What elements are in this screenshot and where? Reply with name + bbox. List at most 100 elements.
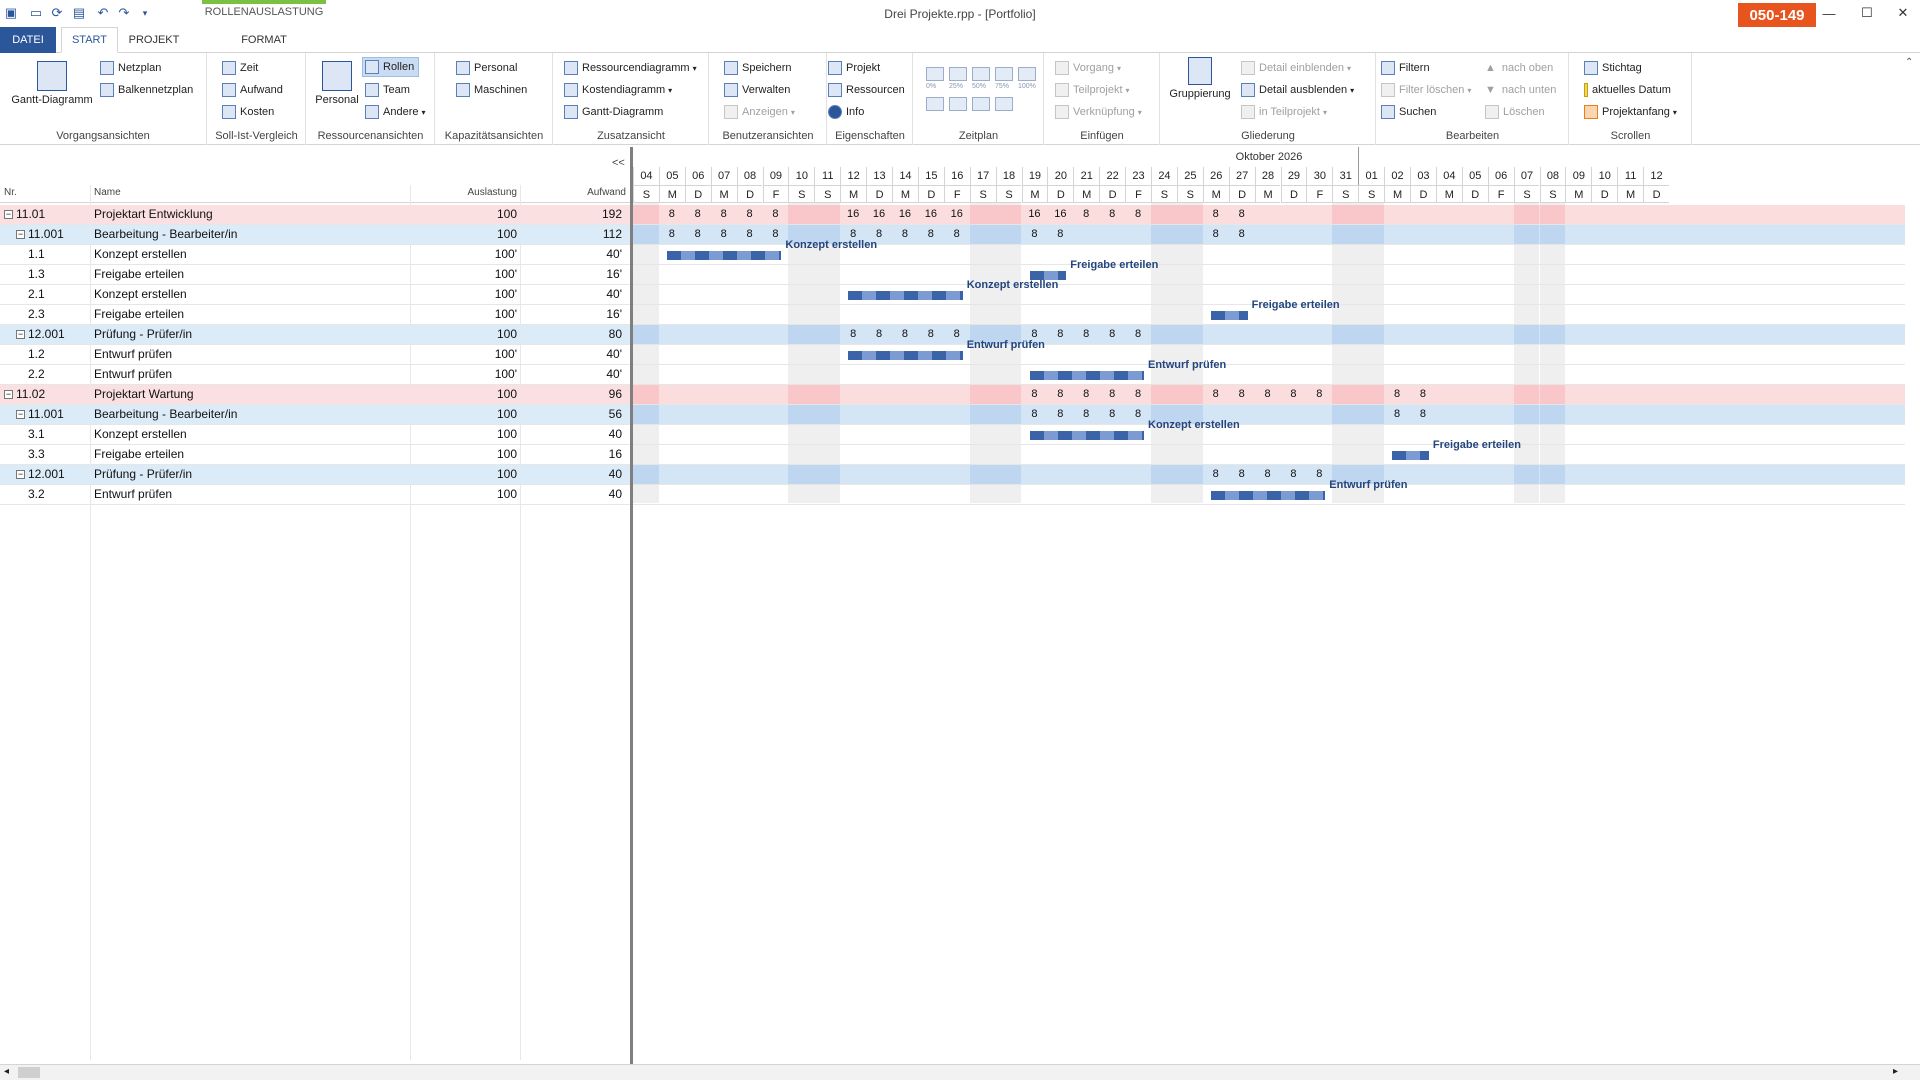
table-row[interactable]: 3.1 Konzept erstellen 100 40 <box>0 425 630 445</box>
projektanfang-button[interactable]: Projektanfang ▾ <box>1584 102 1677 122</box>
collapse-toggle-icon[interactable]: − <box>4 209 13 219</box>
table-row[interactable]: −11.02 Projektart Wartung 100 96 <box>0 385 630 405</box>
in-teilprojekt-button[interactable]: in Teilprojekt ▾ <box>1241 102 1327 122</box>
task-bar[interactable] <box>666 251 782 260</box>
loeschen-button[interactable]: Löschen <box>1485 102 1545 122</box>
tab-datei[interactable]: DATEI <box>0 27 56 53</box>
table-row[interactable]: −11.01 Projektart Entwicklung 100 192 <box>0 205 630 225</box>
task-bar[interactable] <box>1029 431 1144 440</box>
aktuelles-datum-button[interactable]: aktuelles Datum <box>1584 80 1671 100</box>
filtern-button[interactable]: Filtern <box>1381 58 1430 78</box>
scroll-thumb[interactable] <box>18 1067 40 1078</box>
detail-einblenden-button[interactable]: Detail einblenden ▾ <box>1241 58 1351 78</box>
rollen-button[interactable]: Rollen <box>362 57 420 77</box>
progress-100-icon[interactable] <box>1018 67 1036 81</box>
verwalten-button[interactable]: Verwalten <box>724 80 790 100</box>
table-row[interactable]: 3.3 Freigabe erteilen 100 16 <box>0 445 630 465</box>
table-row[interactable]: 3.2 Entwurf prüfen 100 40 <box>0 485 630 505</box>
collapse-grid-button[interactable]: << <box>612 157 625 169</box>
personal-view-button[interactable]: Personal <box>312 61 362 106</box>
minimize-icon[interactable]: — <box>1822 5 1836 21</box>
speichern-button[interactable]: Speichern <box>724 58 792 78</box>
task-bar[interactable] <box>1029 271 1067 280</box>
filter-loeschen-button[interactable]: Filter löschen ▾ <box>1381 80 1471 100</box>
task-bar[interactable] <box>848 351 963 360</box>
table-row[interactable]: 2.1 Konzept erstellen 100' 40' <box>0 285 630 305</box>
aufwand-button[interactable]: Aufwand <box>222 80 283 100</box>
maximize-icon[interactable]: ☐ <box>1861 5 1873 20</box>
netzplan-button[interactable]: Netzplan <box>100 58 161 78</box>
progress-75-icon[interactable] <box>995 67 1013 81</box>
column-header-name[interactable]: Name <box>94 187 121 198</box>
table-row[interactable]: −11.001 Bearbeitung - Bearbeiter/in 100 56 <box>0 405 630 425</box>
detail-ausblenden-button[interactable]: Detail ausblenden ▾ <box>1241 80 1354 100</box>
gruppierung-button[interactable]: Gruppierung <box>1168 57 1232 100</box>
table-row[interactable]: 2.2 Entwurf prüfen 100' 40' <box>0 365 630 385</box>
schedule-tool-1-icon[interactable] <box>926 97 944 111</box>
suchen-button[interactable]: Suchen <box>1381 102 1436 122</box>
table-row[interactable]: −12.001 Prüfung - Prüfer/in 100 40 <box>0 465 630 485</box>
column-header-auslastung[interactable]: Auslastung <box>467 187 517 198</box>
collapse-toggle-icon[interactable]: − <box>16 329 25 339</box>
column-header-aufwand[interactable]: Aufwand <box>587 187 626 198</box>
save-icon[interactable]: ▤ <box>72 5 86 20</box>
gantt-diagramm-button[interactable]: Gantt-Diagramm <box>6 61 98 106</box>
collapse-toggle-icon[interactable]: − <box>16 229 25 239</box>
task-bar[interactable] <box>848 291 963 300</box>
vorgang-button[interactable]: Vorgang ▾ <box>1055 58 1121 78</box>
projekt-properties-button[interactable]: Projekt <box>828 58 880 78</box>
close-icon[interactable]: ✕ <box>1897 5 1909 20</box>
andere-button[interactable]: Andere ▾ <box>365 102 426 122</box>
balkennetzplan-button[interactable]: Balkennetzplan <box>100 80 193 100</box>
kosten-button[interactable]: Kosten <box>222 102 274 122</box>
task-bar[interactable] <box>1210 491 1326 500</box>
progress-0-icon[interactable] <box>926 67 944 81</box>
stichtag-button[interactable]: Stichtag <box>1584 58 1642 78</box>
nach-unten-button[interactable]: ▼ nach unten <box>1485 84 1557 96</box>
column-header-nr[interactable]: Nr. <box>4 187 17 198</box>
task-bar[interactable] <box>1210 311 1248 320</box>
tab-format[interactable]: FORMAT <box>241 34 287 46</box>
tab-projekt[interactable]: PROJEKT <box>128 34 180 46</box>
table-row[interactable]: 2.3 Freigabe erteilen 100' 16' <box>0 305 630 325</box>
schedule-tool-2-icon[interactable] <box>949 97 967 111</box>
zeit-button[interactable]: Zeit <box>222 58 258 78</box>
tab-start[interactable]: START <box>61 27 118 53</box>
splitter[interactable] <box>630 147 633 1064</box>
table-row[interactable]: 1.2 Entwurf prüfen 100' 40' <box>0 345 630 365</box>
info-button[interactable]: Info <box>828 102 864 122</box>
scroll-left-icon[interactable]: ◂ <box>4 1066 10 1077</box>
collapse-toggle-icon[interactable]: − <box>16 409 25 419</box>
kapazitaet-personal-button[interactable]: Personal <box>456 58 517 78</box>
schedule-tool-3-icon[interactable] <box>972 97 990 111</box>
scroll-right-icon[interactable]: ▸ <box>1893 1066 1899 1077</box>
table-row[interactable]: −11.001 Bearbeitung - Bearbeiter/in 100 112 <box>0 225 630 245</box>
progress-50-icon[interactable] <box>972 67 990 81</box>
table-row[interactable]: 1.1 Konzept erstellen 100' 40' <box>0 245 630 265</box>
ribbon-collapse-icon[interactable]: ⌃ <box>1905 57 1914 68</box>
horizontal-scrollbar[interactable]: ◂ ▸ <box>0 1064 1920 1080</box>
task-bar[interactable] <box>1029 371 1144 380</box>
table-row[interactable]: 1.3 Freigabe erteilen 100' 16' <box>0 265 630 285</box>
anzeigen-button[interactable]: Anzeigen ▾ <box>724 102 795 122</box>
zusatz-gantt-button[interactable]: Gantt-Diagramm <box>564 102 663 122</box>
schedule-tool-4-icon[interactable] <box>995 97 1013 111</box>
kostendiagramm-button[interactable]: Kostendiagramm ▾ <box>564 80 672 100</box>
ressourcen-properties-button[interactable]: Ressourcen <box>828 80 905 100</box>
team-button[interactable]: Team <box>365 80 410 100</box>
open-icon[interactable]: ▭ <box>29 5 43 20</box>
undo-icon[interactable]: ↶ <box>97 5 109 20</box>
redo-icon[interactable]: ↷ <box>118 5 130 20</box>
teilprojekt-button[interactable]: Teilprojekt ▾ <box>1055 80 1130 100</box>
progress-25-icon[interactable] <box>949 67 967 81</box>
collapse-toggle-icon[interactable]: − <box>16 469 25 479</box>
verknuepfung-button[interactable]: Verknüpfung ▾ <box>1055 102 1142 122</box>
task-bar[interactable] <box>1392 451 1429 460</box>
nach-oben-button[interactable]: ▲ nach oben <box>1485 62 1554 74</box>
table-row[interactable]: −12.001 Prüfung - Prüfer/in 100 80 <box>0 325 630 345</box>
ressourcendiagramm-button[interactable]: Ressourcendiagramm ▾ <box>564 58 697 78</box>
qat-customize-icon[interactable]: ▾ <box>142 7 148 18</box>
collapse-toggle-icon[interactable]: − <box>4 389 13 399</box>
maschinen-button[interactable]: Maschinen <box>456 80 527 100</box>
refresh-icon[interactable]: ⟳ <box>51 5 63 20</box>
